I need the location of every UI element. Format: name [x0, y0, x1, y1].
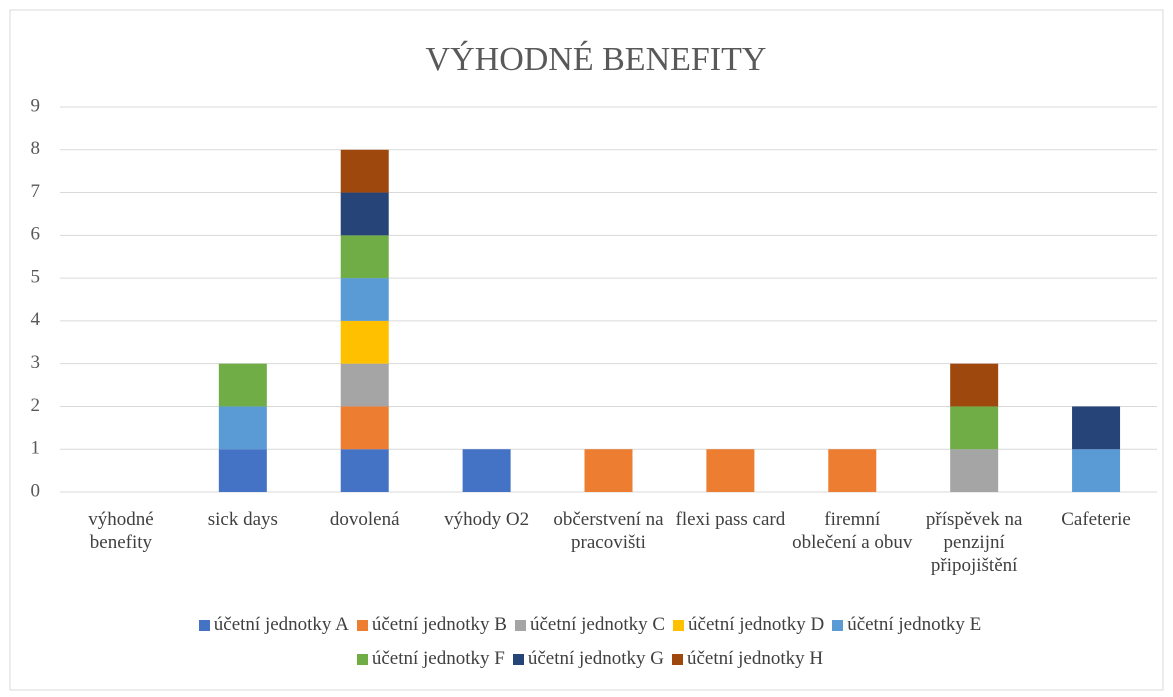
x-tick-label: příspěvek na penzijní připojištění — [925, 509, 1023, 576]
legend-swatch — [356, 619, 368, 631]
bar-segment — [340, 192, 389, 236]
legend-label: účetní jednotky G — [527, 648, 664, 669]
bar-segment — [828, 449, 877, 492]
chart-title: VÝHODNÉ BENEFITY — [426, 41, 767, 78]
bar-segment — [462, 449, 511, 492]
bar-segment — [1072, 406, 1121, 450]
x-tick-label: výhody O2 — [444, 509, 530, 530]
x-tick-label: sick days — [207, 509, 278, 530]
legend-label: účetní jednotky C — [529, 614, 666, 635]
bar-segment — [340, 363, 389, 407]
legend-swatch — [514, 619, 526, 631]
legend-item: účetní jednotky H — [671, 648, 824, 670]
bar-segment — [950, 406, 999, 450]
y-tick-label: 7 — [31, 181, 41, 202]
legend-swatch — [198, 619, 210, 631]
bar-segment — [218, 363, 267, 407]
legend-item: účetní jednotky E — [832, 614, 981, 636]
legend-item: účetní jednotky B — [356, 614, 507, 636]
y-tick-label: 9 — [31, 95, 41, 116]
legend-swatch — [832, 619, 844, 631]
bar-segment — [340, 149, 389, 193]
bar-segment — [218, 406, 267, 450]
y-tick-label: 5 — [31, 266, 41, 287]
legend: účetní jednotky A účetní jednotky B účetní… — [180, 614, 1000, 670]
bar-segment — [340, 278, 389, 321]
y-tick-label: 0 — [31, 480, 41, 501]
x-tick-label: Cafeterie — [1061, 509, 1131, 530]
legend-item: účetní jednotky F — [356, 648, 505, 670]
y-tick-label: 8 — [31, 138, 41, 159]
legend-label: účetní jednotky E — [847, 614, 982, 635]
y-tick-label: 1 — [31, 438, 41, 459]
legend-item: účetní jednotky C — [514, 614, 666, 636]
bar-segment — [584, 449, 633, 492]
bar-segment — [340, 406, 389, 450]
bar-segment — [340, 449, 389, 492]
bar-segment — [340, 235, 389, 279]
legend-label: účetní jednotky H — [686, 648, 824, 669]
x-tick-label: výhodné benefity — [88, 509, 154, 553]
bar-segment — [218, 449, 267, 492]
bar-segment — [340, 320, 389, 364]
bar-segment — [1072, 449, 1121, 492]
legend-swatch — [512, 653, 524, 665]
legend-label: účetní jednotky F — [371, 648, 505, 669]
y-tick-label: 3 — [31, 352, 41, 373]
y-tick-label: 4 — [31, 309, 41, 330]
legend-swatch — [671, 653, 683, 665]
bar-segment — [950, 363, 999, 407]
legend-swatch — [673, 619, 685, 631]
legend-item: účetní jednotky A — [198, 614, 349, 636]
y-tick-label: 6 — [31, 224, 41, 245]
legend-label: účetní jednotky D — [688, 614, 825, 635]
chart-border — [9, 9, 1164, 691]
legend-label: účetní jednotky A — [213, 614, 349, 635]
bar-segment — [950, 449, 999, 492]
legend-item: účetní jednotky G — [512, 648, 664, 670]
bar-segment — [706, 449, 755, 492]
x-tick-label: flexi pass card — [675, 509, 786, 530]
x-tick-label: dovolená — [329, 509, 400, 530]
legend-label: účetní jednotky B — [371, 614, 507, 635]
y-tick-label: 2 — [31, 395, 41, 416]
legend-swatch — [356, 653, 368, 665]
x-tick-label: firemní oblečení a obuv — [792, 509, 913, 553]
legend-item: účetní jednotky D — [673, 614, 824, 636]
x-tick-label: občerstvení na pracovišti — [553, 509, 664, 553]
